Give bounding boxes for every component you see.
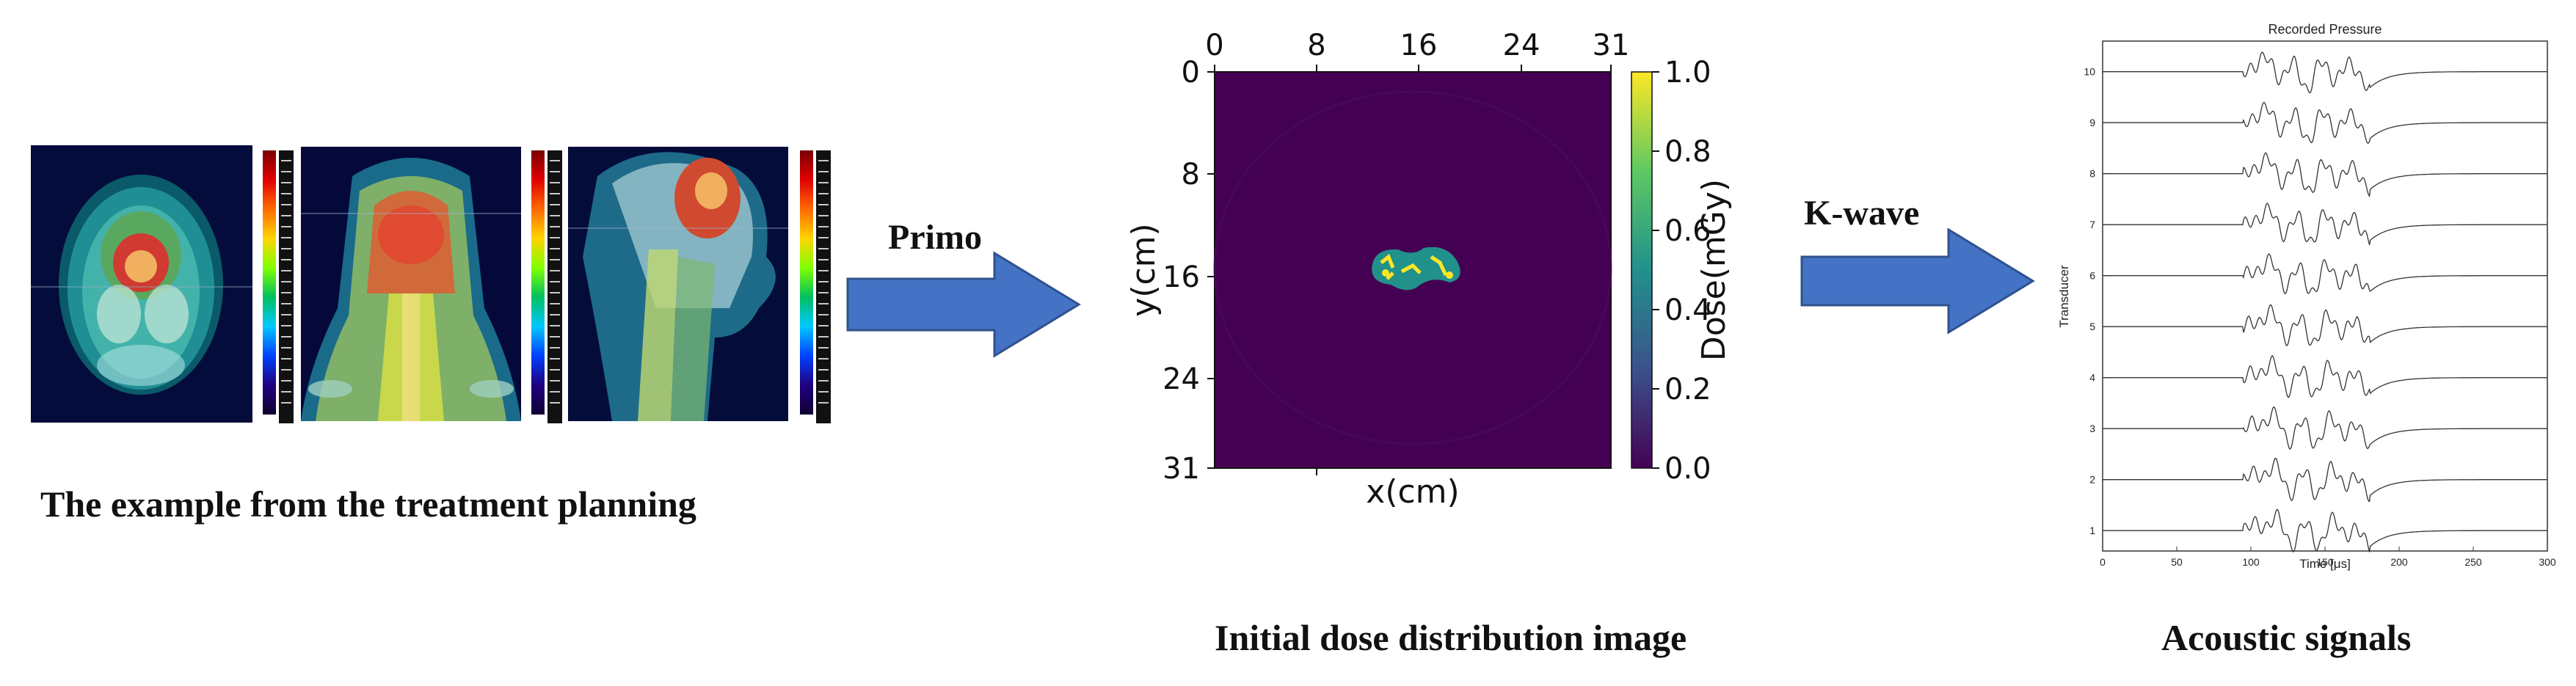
right-arrow-kwave [1800,227,2035,335]
colorbar-tick-0.6: 0.6 [1664,214,1711,248]
y-ticks: 1 2 3 4 5 6 7 8 9 10 [2084,66,2107,536]
y-tick-label: 10 [2084,66,2095,78]
x-tick-label: 200 [2390,556,2408,568]
colorbar-tick-0.2: 0.2 [1664,373,1711,406]
coronal-ct-image [301,147,521,421]
sagittal-ct-image [568,147,788,421]
colorbar-tick-0.4: 0.4 [1664,293,1711,327]
x-ticks: 0 50 100 150 200 250 300 [2100,547,2556,568]
arrow-label-kwave: K-wave [1804,194,1920,233]
pressure-trace-6 [2103,253,2547,295]
pressure-trace-7 [2103,202,2547,246]
dose-map-faint-outline [1213,90,1612,445]
left-tick-24: 24 [1163,362,1200,396]
axial-colorbar-ticks [279,150,294,423]
sagittal-colorbar [800,150,813,415]
recorded-pressure-chart: Recorded Pressure 1 2 3 4 5 6 7 8 9 10 0 50 100 150 2… [2057,22,2556,571]
caption-dose-distribution: Initial dose distribution image [1215,617,1687,658]
y-tick-label: 2 [2089,474,2095,486]
dose-map-xlabel: x(cm) [1366,473,1459,511]
y-tick-label: 4 [2089,372,2095,384]
chart-xlabel: Time [μs] [2299,557,2351,571]
y-tick-label: 9 [2089,117,2095,128]
y-tick-label: 5 [2089,321,2095,332]
x-tick-label: 300 [2539,556,2556,568]
x-tick-label: 250 [2464,556,2482,568]
dose-map-ylabel: y(cm) [1125,223,1163,316]
y-tick-label: 7 [2089,219,2095,230]
axial-colorbar [263,150,276,415]
coronal-colorbar-ticks [547,150,562,423]
y-tick-label: 1 [2089,525,2095,536]
pressure-trace-2 [2103,457,2547,503]
chart-ylabel: Transducer [2057,265,2071,328]
y-tick-label: 3 [2089,423,2095,434]
right-arrow-primo [846,251,1081,358]
left-tick-8: 8 [1182,158,1200,191]
y-tick-label: 6 [2089,270,2095,282]
caption-acoustic-signals: Acoustic signals [2161,617,2412,658]
dose-hotspot-core [1380,253,1448,280]
colorbar-label: Dose(mGy) [1695,179,1732,361]
x-tick-label: 50 [2171,556,2183,568]
coronal-colorbar [531,150,545,415]
x-tick-label: 100 [2242,556,2260,568]
top-tick-8: 8 [1307,29,1325,62]
colorbar-tick-0.8: 0.8 [1664,135,1711,169]
left-tick-0: 0 [1182,56,1200,90]
x-tick-label: 0 [2100,556,2106,568]
x-tick-label: 150 [2316,556,2334,568]
top-tick-16: 16 [1400,29,1438,62]
pressure-trace-4 [2103,355,2547,398]
plot-frame [2102,40,2548,552]
colorbar-tick-1.0: 1.0 [1664,56,1711,90]
pressure-trace-8 [2103,152,2547,197]
axial-ct-image [31,145,252,423]
sagittal-colorbar-ticks [816,150,831,423]
chart-title: Recorded Pressure [2268,22,2382,37]
left-tick-31: 31 [1163,452,1200,486]
pressure-trace-3 [2103,406,2547,450]
pressure-trace-9 [2103,101,2547,145]
dose-colorbar [1631,71,1653,469]
caption-treatment-planning: The example from the treatment planning [40,484,696,525]
colorbar-tick-0.0: 0.0 [1664,452,1711,486]
top-tick-0: 0 [1205,29,1223,62]
pressure-traces [2103,51,2547,552]
pressure-trace-1 [2103,509,2547,552]
dose-map-figure: 0 8 16 24 31 0 8 16 24 31 x(cm) y(cm) 1.… [1125,29,1732,511]
arrow-label-primo: Primo [888,218,982,257]
top-tick-31: 31 [1593,29,1630,62]
pressure-trace-5 [2103,304,2547,346]
y-tick-label: 8 [2089,168,2095,180]
left-tick-16: 16 [1163,260,1200,294]
top-tick-24: 24 [1503,29,1540,62]
pressure-trace-10 [2103,51,2547,94]
